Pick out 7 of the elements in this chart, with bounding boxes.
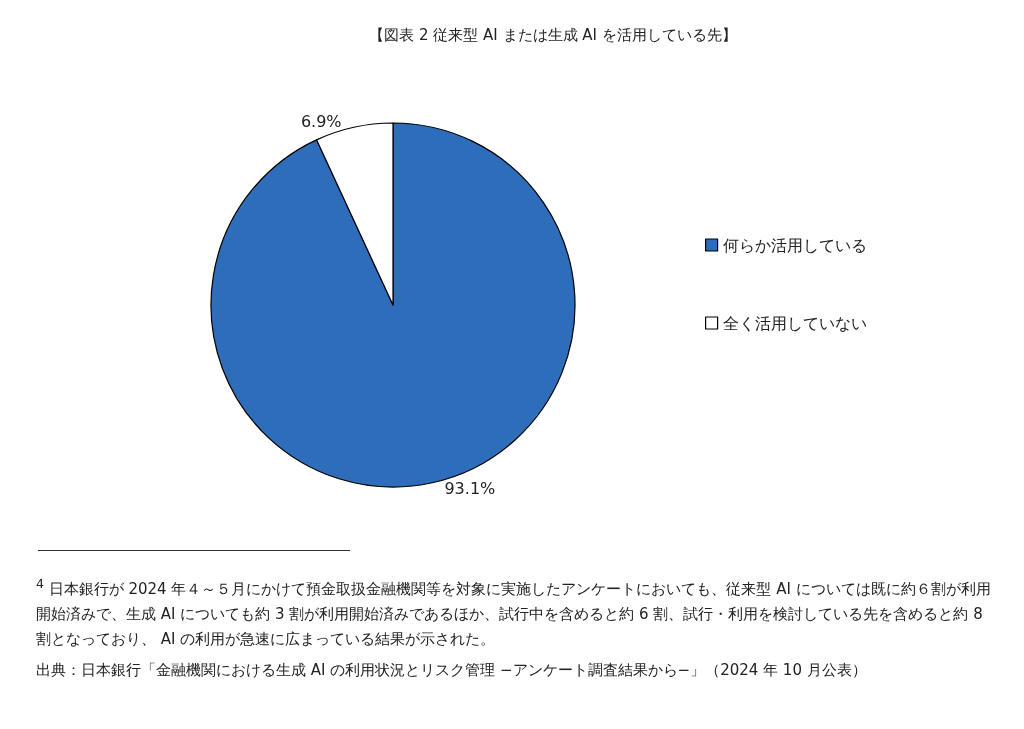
data-label: 6.9% (300, 111, 342, 131)
data-label: 93.1% (444, 479, 496, 499)
legend-label: 何らか活用している (722, 235, 867, 255)
source-note: 出典：日本銀行「金融機関における生成 AI の利用状況とリスク管理 −アンケート調査結果から−」（2024 年 10 月公表） (36, 660, 868, 681)
legend-label: 全く活用していない (722, 313, 867, 333)
chart-title: 【図表 2 従来型 AI または生成 AI を活用している先】 (369, 25, 737, 44)
text: $^{4}$ 日本銀行が 2024 年４～５月にかけて預金取扱金融機関等を対象に実施したアンケートにおいても、従来型 AI については既に約６割が利用開始済みで、生成 AI についても約 3 割が利用開始済みであるほか、試行中を含めると約 6 割、試行・利用を検討している先を含めると約 8 割となっており、 AI の利用が急速に広まっている結果が示された。 (36, 575, 992, 650)
